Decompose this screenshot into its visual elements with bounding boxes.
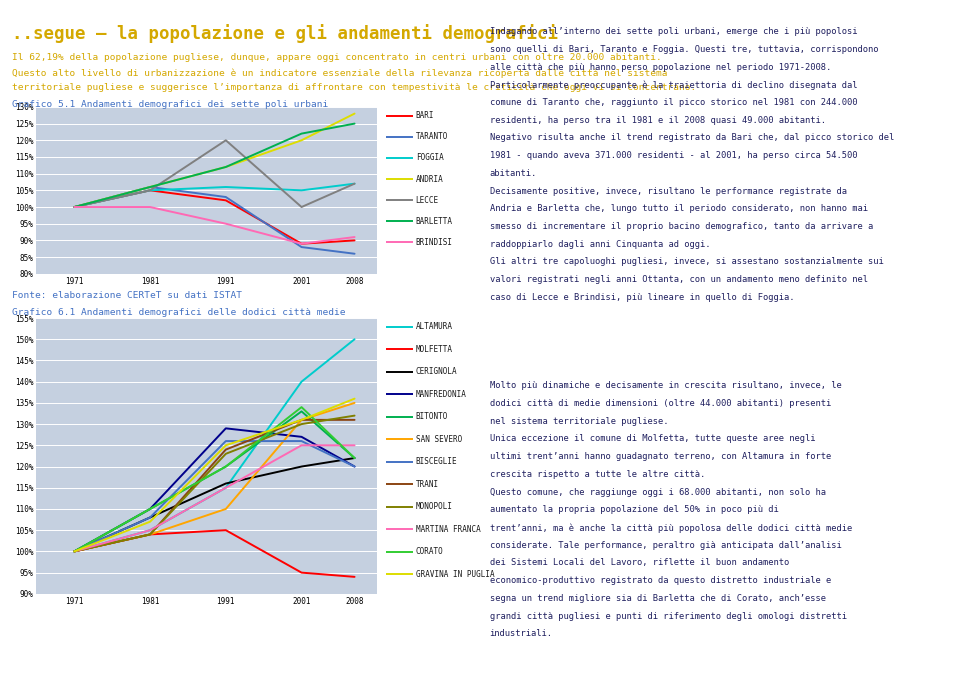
- Text: Molto più dinamiche e decisamente in crescita risultano, invece, le: Molto più dinamiche e decisamente in cre…: [490, 381, 841, 390]
- Text: Il 62,19% della popolazione pugliese, dunque, appare oggi concentrato in centri : Il 62,19% della popolazione pugliese, du…: [12, 53, 661, 62]
- Text: LECCE: LECCE: [416, 195, 439, 205]
- Text: residenti, ha perso tra il 1981 e il 2008 quasi 49.000 abitanti.: residenti, ha perso tra il 1981 e il 200…: [490, 116, 826, 125]
- Text: grandi città pugliesi e punti di riferimento degli omologi distretti: grandi città pugliesi e punti di riferim…: [490, 612, 847, 620]
- Text: Unica eccezione il comune di Molfetta, tutte queste aree negli: Unica eccezione il comune di Molfetta, t…: [490, 434, 815, 443]
- Text: nel sistema territoriale pugliese.: nel sistema territoriale pugliese.: [490, 417, 668, 426]
- Text: BRINDISI: BRINDISI: [416, 238, 453, 247]
- Text: comune di Taranto che, raggiunto il picco storico nel 1981 con 244.000: comune di Taranto che, raggiunto il picc…: [490, 98, 857, 107]
- Text: dei Sistemi Locali del Lavoro, riflette il buon andamento: dei Sistemi Locali del Lavoro, riflette …: [490, 558, 789, 567]
- Text: SAN SEVERO: SAN SEVERO: [416, 434, 462, 444]
- Text: Gli altri tre capoluoghi pugliesi, invece, si assestano sostanzialmente sui: Gli altri tre capoluoghi pugliesi, invec…: [490, 257, 883, 266]
- Text: Particolarmente preoccupante è la traiettoria di declino disegnata dal: Particolarmente preoccupante è la traiet…: [490, 80, 857, 90]
- Text: FOGGIA: FOGGIA: [416, 153, 444, 163]
- Text: segna un trend migliore sia di Barletta che di Corato, anch’esse: segna un trend migliore sia di Barletta …: [490, 594, 826, 603]
- Text: CORATO: CORATO: [416, 547, 444, 556]
- Text: trent’anni, ma è anche la città più popolosa delle dodici città medie: trent’anni, ma è anche la città più popo…: [490, 523, 852, 533]
- Text: industriali.: industriali.: [490, 629, 553, 638]
- Text: TRANI: TRANI: [416, 479, 439, 489]
- Text: sono quelli di Bari, Taranto e Foggia. Questi tre, tuttavia, corrispondono: sono quelli di Bari, Taranto e Foggia. Q…: [490, 45, 878, 54]
- Text: dodici città di medie dimensioni (oltre 44.000 abitanti) presenti: dodici città di medie dimensioni (oltre …: [490, 399, 830, 408]
- Text: smesso di incrementare il proprio bacino demografico, tanto da arrivare a: smesso di incrementare il proprio bacino…: [490, 222, 873, 231]
- Text: Grafico 5.1 Andamenti demografici dei sette poli urbani: Grafico 5.1 Andamenti demografici dei se…: [12, 100, 327, 109]
- Text: Indagando all’interno dei sette poli urbani, emerge che i più popolosi: Indagando all’interno dei sette poli urb…: [490, 27, 857, 36]
- Text: Fonte: elaborazione CERTeT su dati ISTAT: Fonte: elaborazione CERTeT su dati ISTAT: [12, 291, 242, 300]
- Text: Negativo risulta anche il trend registrato da Bari che, dal picco storico del: Negativo risulta anche il trend registra…: [490, 133, 894, 142]
- Text: CERIGNOLA: CERIGNOLA: [416, 367, 457, 377]
- Text: Andria e Barletta che, lungo tutto il periodo considerato, non hanno mai: Andria e Barletta che, lungo tutto il pe…: [490, 204, 868, 213]
- Text: MONOPOLI: MONOPOLI: [416, 502, 453, 511]
- Text: MARTINA FRANCA: MARTINA FRANCA: [416, 524, 480, 534]
- Text: crescita rispetto a tutte le altre città.: crescita rispetto a tutte le altre città…: [490, 470, 705, 479]
- Text: Grafico 6.1 Andamenti demografici delle dodici città medie: Grafico 6.1 Andamenti demografici delle …: [12, 308, 345, 317]
- Text: territoriale pugliese e suggerisce l’importanza di affrontare con tempestività l: territoriale pugliese e suggerisce l’imp…: [12, 83, 696, 92]
- Text: BITONTO: BITONTO: [416, 412, 448, 422]
- Text: aumentato la propria popolazione del 50% in poco più di: aumentato la propria popolazione del 50%…: [490, 505, 779, 514]
- Text: MANFREDONIA: MANFREDONIA: [416, 390, 467, 399]
- Text: BARLETTA: BARLETTA: [416, 217, 453, 226]
- Text: abitanti.: abitanti.: [490, 169, 537, 178]
- Text: alle città che più hanno perso popolazione nel periodo 1971-2008.: alle città che più hanno perso popolazio…: [490, 63, 830, 72]
- Text: BARI: BARI: [416, 111, 434, 121]
- Text: TARANTO: TARANTO: [416, 132, 448, 142]
- Text: economico-produttivo registrato da questo distretto industriale e: economico-produttivo registrato da quest…: [490, 576, 830, 585]
- Text: MOLFETTA: MOLFETTA: [416, 345, 453, 354]
- Text: raddoppiarlo dagli anni Cinquanta ad oggi.: raddoppiarlo dagli anni Cinquanta ad ogg…: [490, 240, 710, 249]
- Text: Questo alto livello di urbanizzazione è un indicatore essenziale della rilevanza: Questo alto livello di urbanizzazione è …: [12, 68, 667, 78]
- Text: Decisamente positive, invece, risultano le performance registrate da: Decisamente positive, invece, risultano …: [490, 187, 847, 195]
- Text: GRAVINA IN PUGLIA: GRAVINA IN PUGLIA: [416, 569, 494, 579]
- Text: caso di Lecce e Brindisi, più lineare in quello di Foggia.: caso di Lecce e Brindisi, più lineare in…: [490, 293, 794, 302]
- Text: Questo comune, che raggiunge oggi i 68.000 abitanti, non solo ha: Questo comune, che raggiunge oggi i 68.0…: [490, 488, 826, 496]
- Text: ANDRIA: ANDRIA: [416, 174, 444, 184]
- Text: ..segue – la popolazione e gli andamenti demografici: ..segue – la popolazione e gli andamenti…: [12, 24, 558, 43]
- Text: BISCEGLIE: BISCEGLIE: [416, 457, 457, 466]
- Text: valori registrati negli anni Ottanta, con un andamento meno definito nel: valori registrati negli anni Ottanta, co…: [490, 275, 868, 284]
- Text: ultimi trent’anni hanno guadagnato terreno, con Altamura in forte: ultimi trent’anni hanno guadagnato terre…: [490, 452, 830, 461]
- Text: ALTAMURA: ALTAMURA: [416, 322, 453, 332]
- Text: considerate. Tale performance, peraltro già anticipata dall’analisi: considerate. Tale performance, peraltro …: [490, 541, 841, 550]
- Text: 1981 - quando aveva 371.000 residenti - al 2001, ha perso circa 54.500: 1981 - quando aveva 371.000 residenti - …: [490, 151, 857, 160]
- Text: Capitolo 1 : Analisi di contesto: Capitolo 1 : Analisi di contesto: [930, 296, 940, 484]
